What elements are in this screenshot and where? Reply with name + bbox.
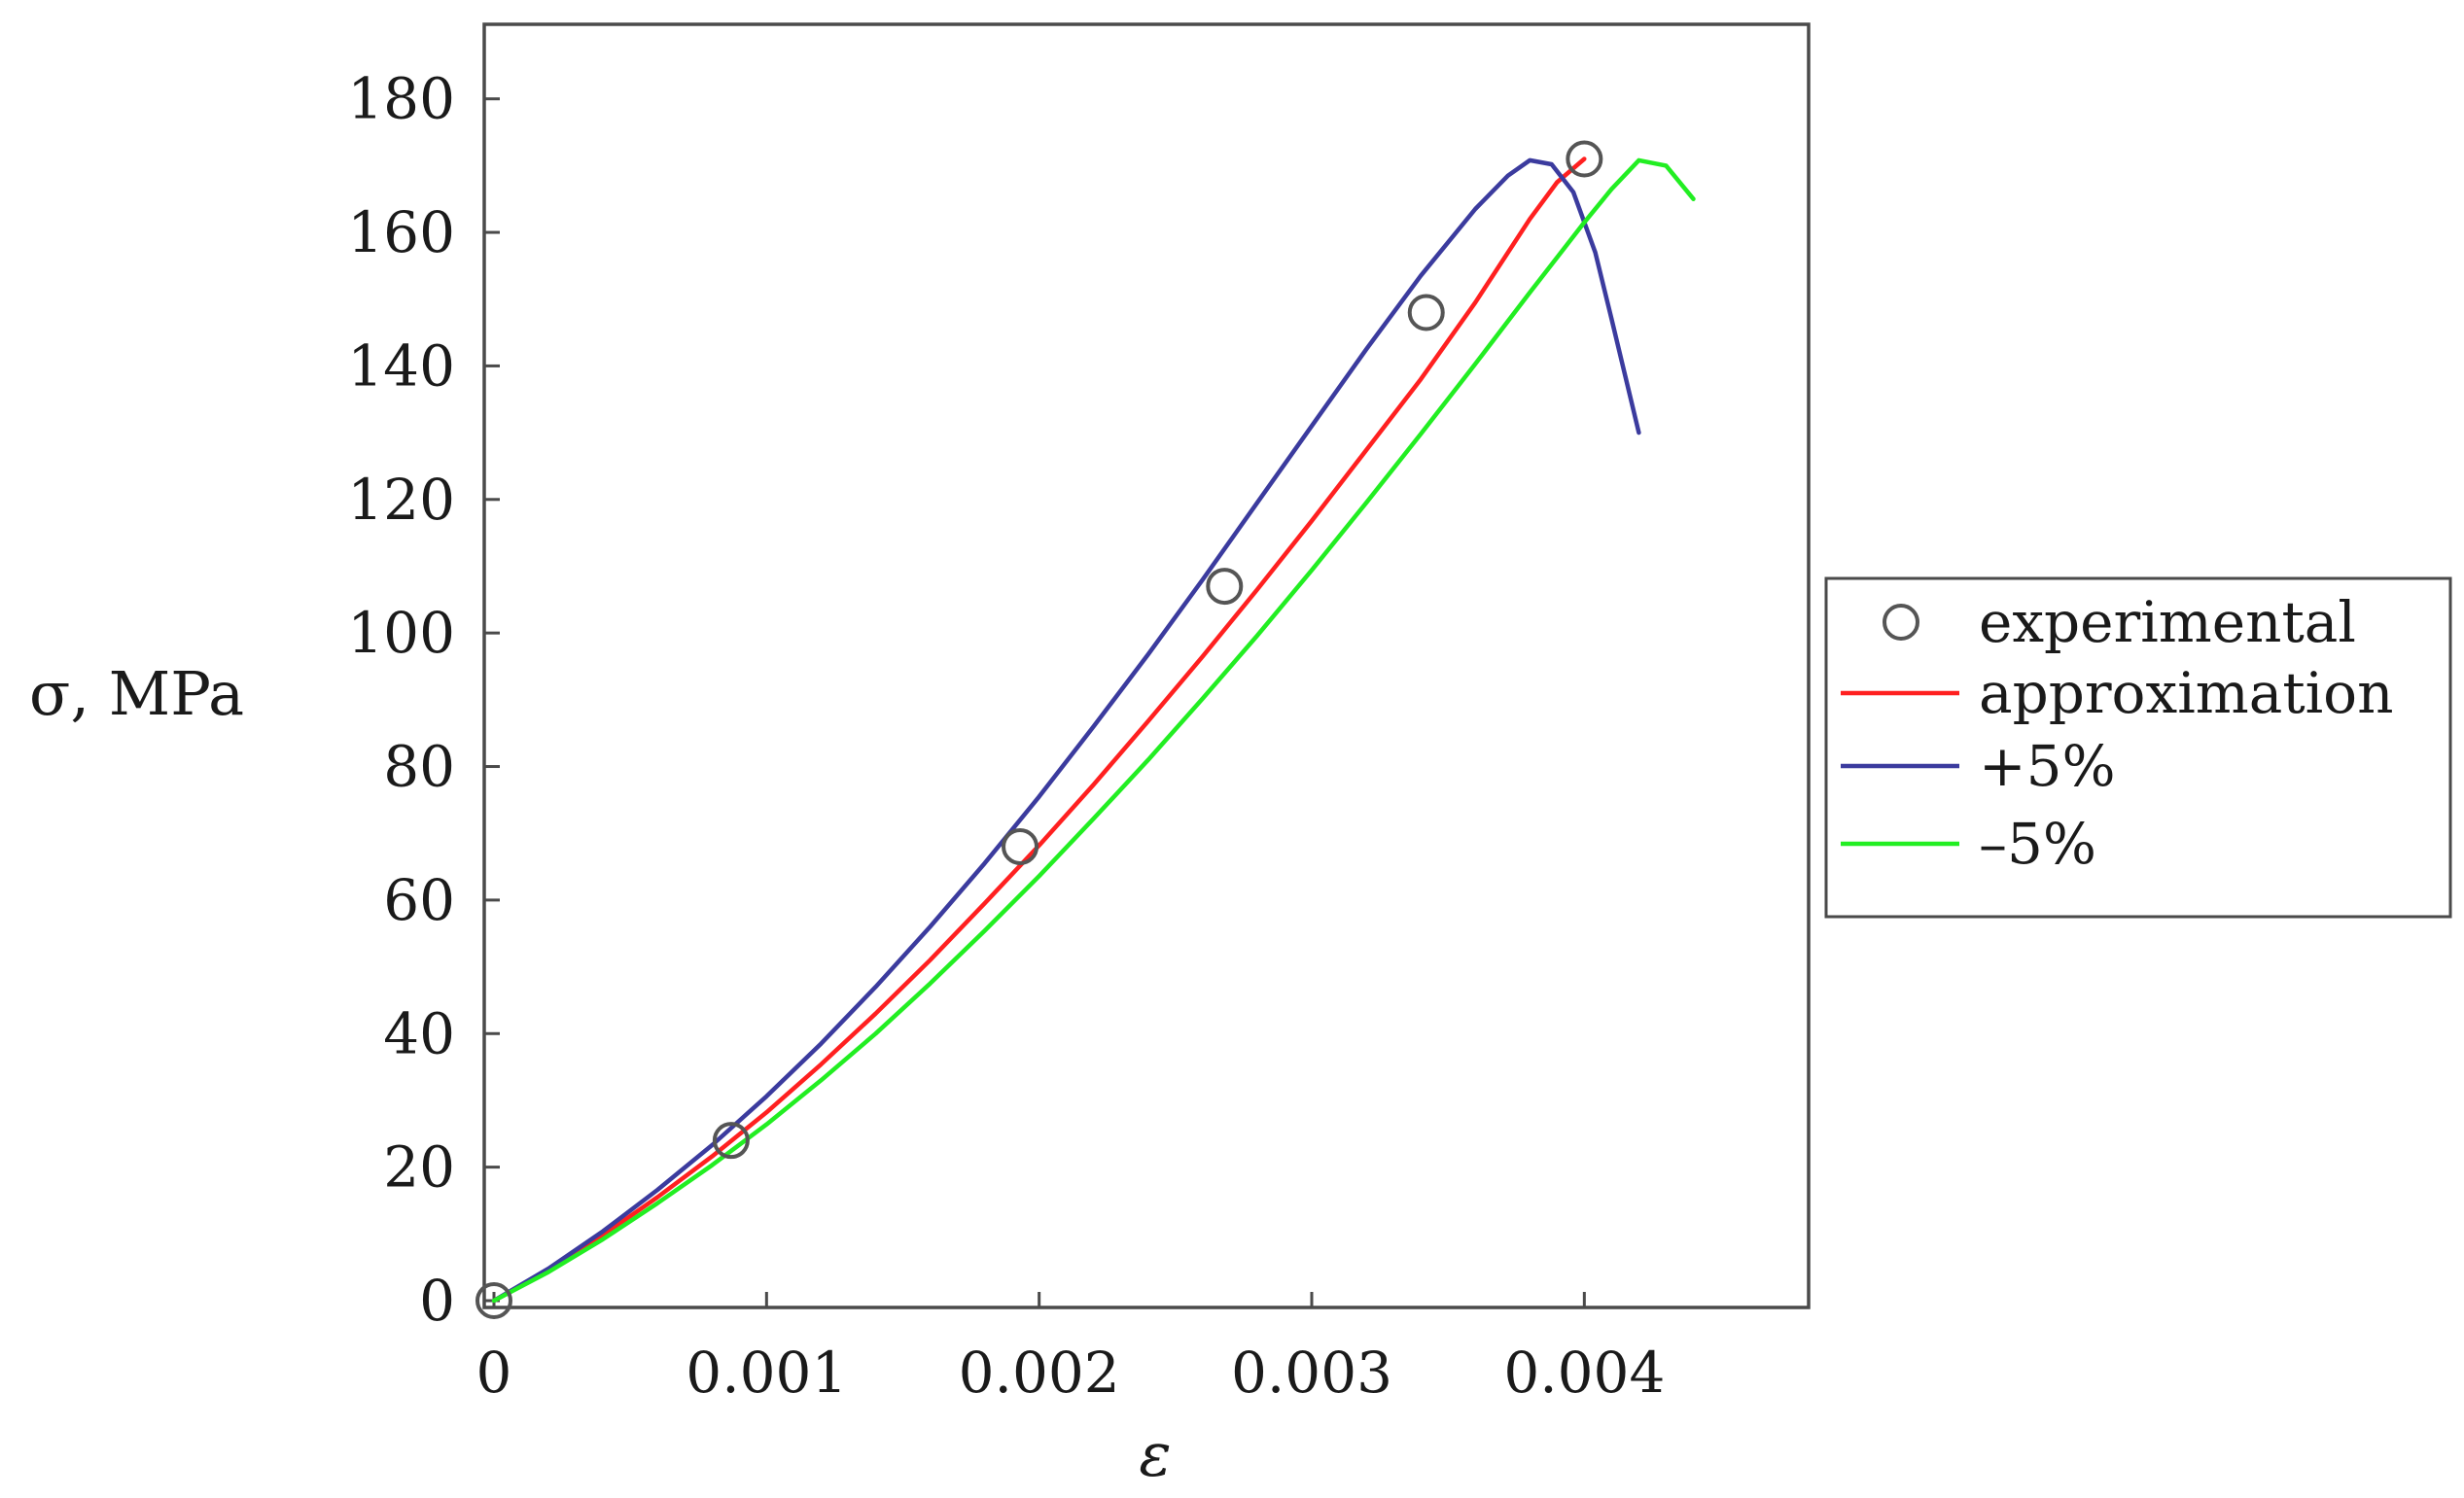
x-tick-label-0: 0 [476, 1340, 512, 1406]
x-tick-label-0-002: 0.002 [959, 1340, 1120, 1406]
legend-label-approximation: approximation [1979, 660, 2393, 726]
series-lines [491, 157, 1696, 1304]
series-line-minus-5 [491, 157, 1696, 1304]
y-axis-title: σ, MPa [29, 658, 244, 729]
experimental-point [475, 1282, 512, 1319]
legend-label-experimental: experimental [1979, 589, 2356, 655]
experimental-point [712, 1122, 750, 1160]
y-tick-label-80: 80 [383, 734, 455, 800]
experimental-point [1566, 140, 1603, 178]
series-line-approximation [491, 157, 1587, 1304]
legend-label-minus-5: –5% [1979, 811, 2096, 877]
y-tick-label-40: 40 [383, 1000, 455, 1066]
y-tick-label-160: 160 [347, 199, 455, 265]
x-tick-label-0-001: 0.001 [686, 1340, 847, 1406]
x-axis-ticks: 0 0.001 0.002 0.003 0.004 [476, 1292, 1665, 1406]
legend-frame [1824, 576, 2452, 919]
experimental-point [1002, 827, 1039, 865]
experimental-markers [475, 140, 1603, 1319]
y-tick-label-120: 120 [347, 467, 455, 533]
plot-area-frame [482, 22, 1811, 1309]
legend-label-plus-5: +5% [1979, 733, 2116, 799]
y-tick-label-0: 0 [419, 1268, 455, 1334]
y-tick-label-180: 180 [347, 66, 455, 132]
y-tick-label-20: 20 [383, 1134, 455, 1201]
legend-swatch-experimental [1883, 604, 1919, 641]
x-tick-label-0-003: 0.003 [1231, 1340, 1392, 1406]
x-tick-label-0-004: 0.004 [1503, 1340, 1665, 1406]
series-line-plus-5 [491, 157, 1641, 1304]
y-tick-label-100: 100 [347, 600, 455, 666]
experimental-point [1206, 568, 1244, 606]
y-tick-label-60: 60 [383, 867, 455, 933]
experimental-point [1407, 294, 1445, 331]
y-tick-label-140: 140 [347, 332, 455, 399]
y-axis-ticks: 0 20 40 60 80 100 120 140 160 180 [347, 66, 500, 1334]
x-axis-title: ε [1139, 1419, 1171, 1490]
